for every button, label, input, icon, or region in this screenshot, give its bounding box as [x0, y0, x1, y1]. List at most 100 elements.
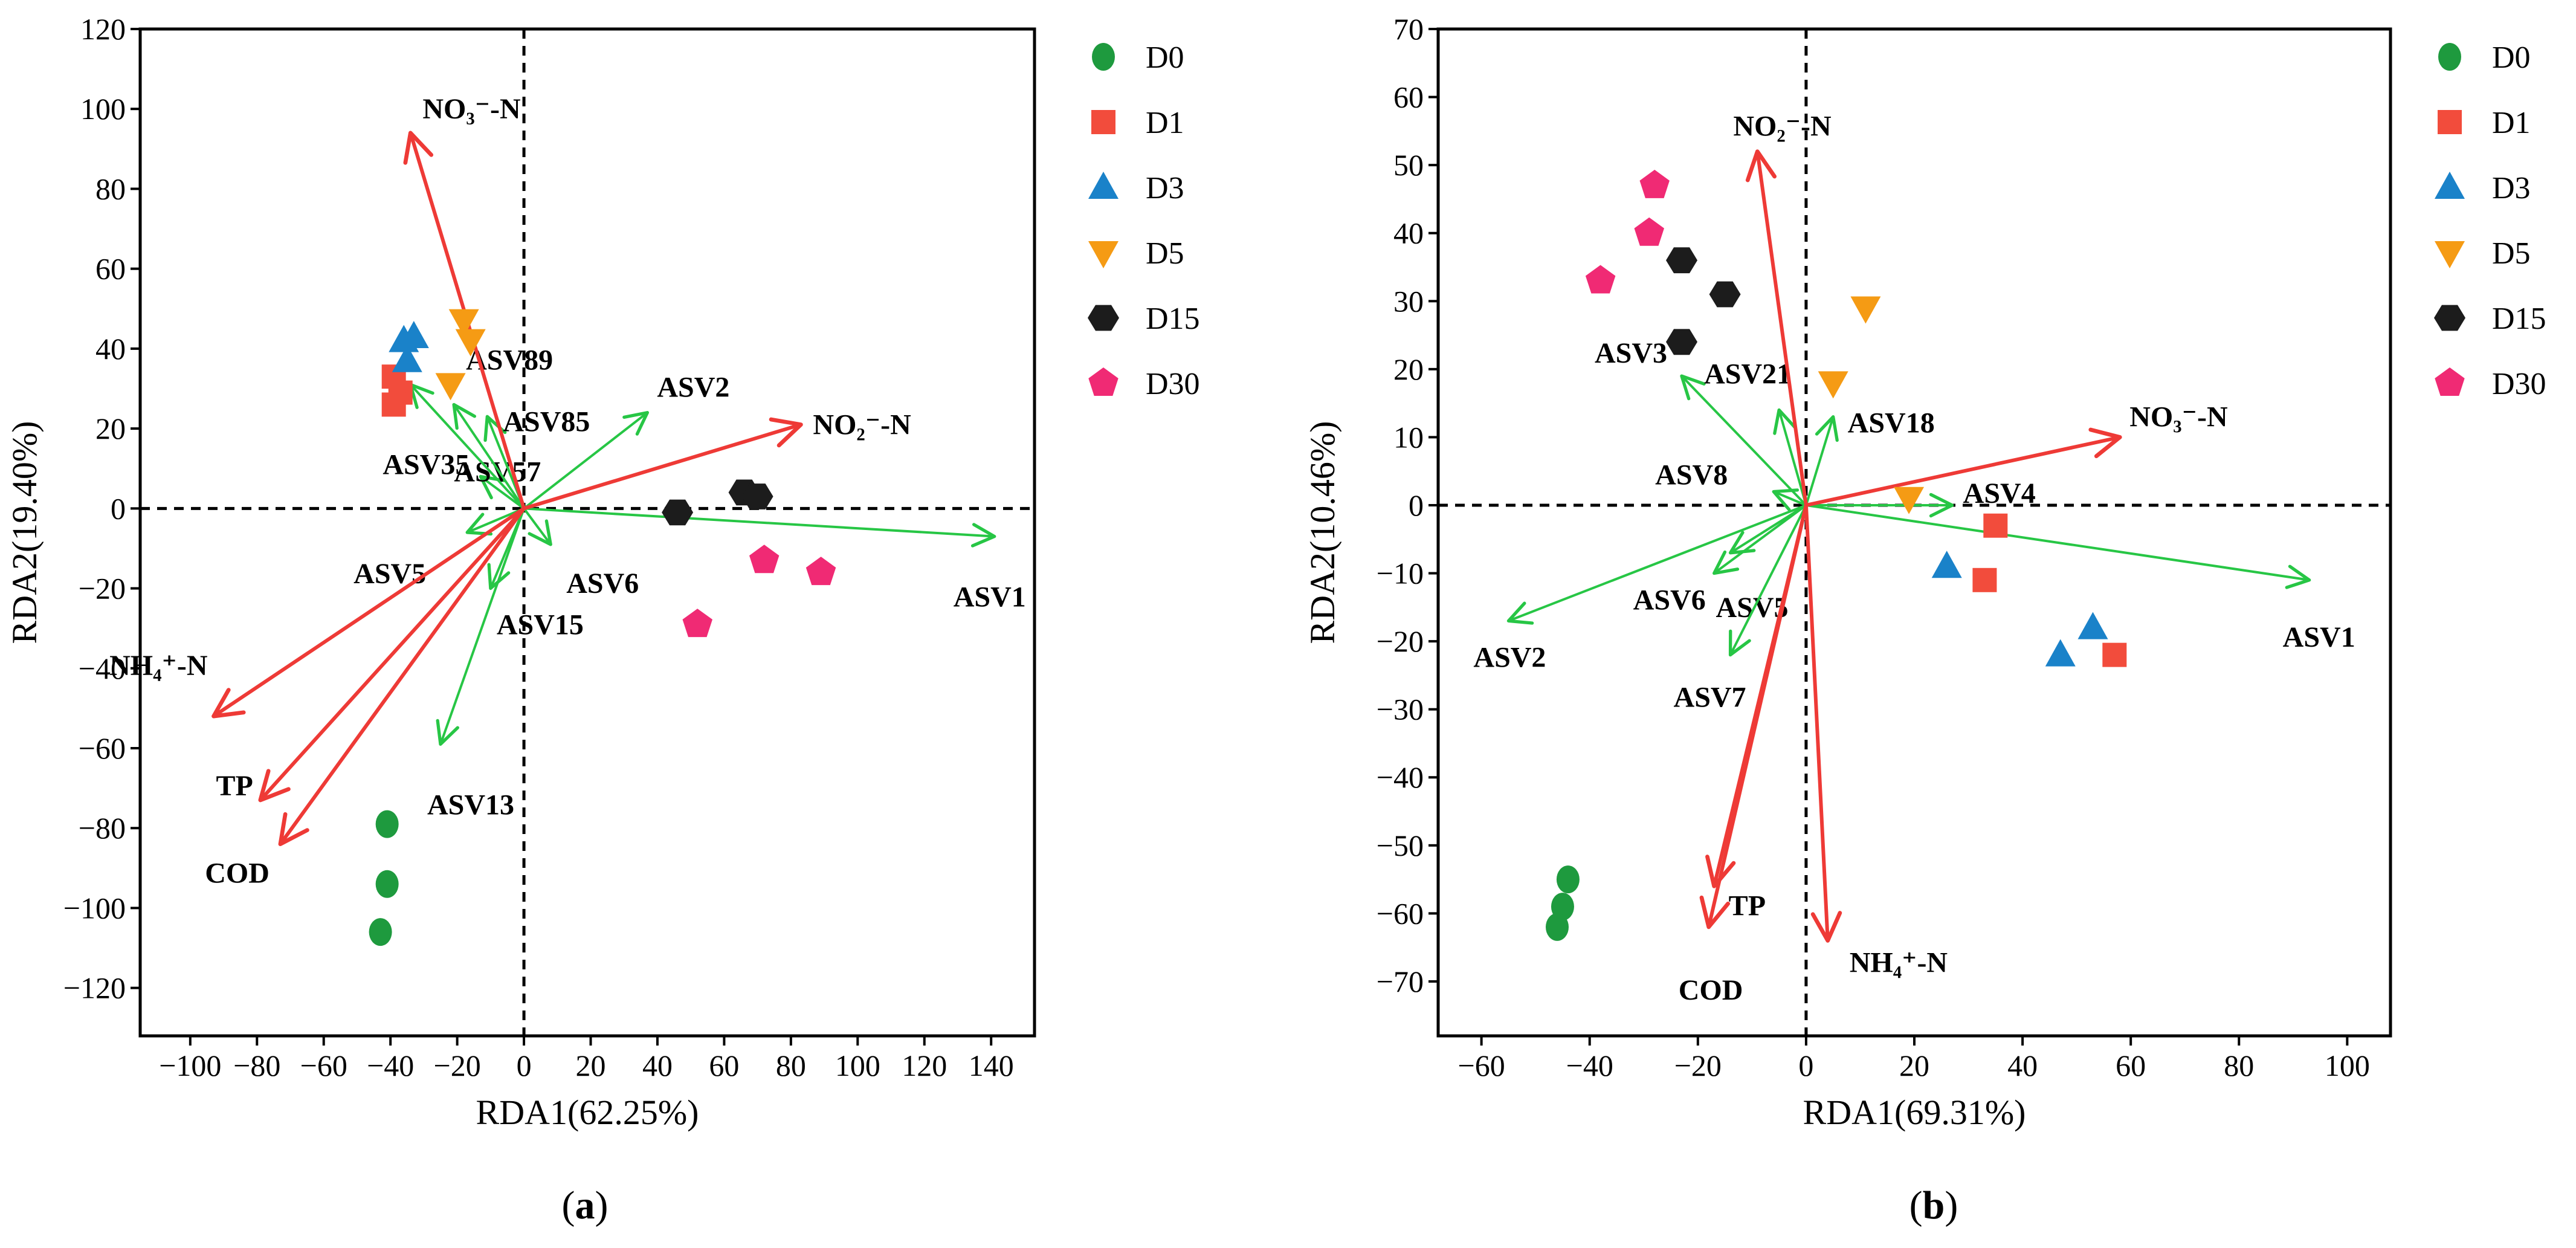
env-vector-2 — [211, 506, 525, 719]
species-vector-asv57 — [479, 474, 525, 509]
sample-point-d3 — [389, 325, 419, 352]
y-tick-label: −70 — [1377, 965, 1424, 998]
species-label-asv4: ASV4 — [1963, 477, 2036, 509]
y-tick-label: 20 — [95, 412, 126, 445]
species-vector-asv35 — [408, 383, 525, 509]
x-tick-label: −40 — [1566, 1049, 1613, 1082]
species-label-asv1: ASV1 — [954, 581, 1026, 613]
legend-marker-d30 — [2435, 367, 2465, 396]
species-vector-asv5 — [1728, 504, 1807, 555]
legend-marker-d3 — [1088, 172, 1119, 199]
species-label-asv8: ASV8 — [1655, 459, 1728, 491]
sample-point-d0 — [375, 870, 399, 898]
env-label-4: NH₄⁺-N — [1850, 946, 1948, 978]
sample-point-d15 — [1666, 329, 1697, 355]
x-tick-label: 140 — [969, 1049, 1014, 1082]
y-tick-label: 70 — [1393, 12, 1424, 46]
sample-point-d15 — [741, 483, 773, 509]
species-label-asv2: ASV2 — [657, 372, 729, 404]
env-label-0: NO₃⁻-N — [422, 93, 521, 125]
sample-point-d5 — [455, 329, 486, 357]
y-tick-label: 60 — [1393, 80, 1424, 114]
x-tick-label: 40 — [2007, 1049, 2038, 1082]
x-tick-label: 0 — [517, 1049, 532, 1082]
x-tick-label: −20 — [434, 1049, 481, 1082]
env-vector-4 — [278, 507, 526, 847]
env-label-3: TP — [216, 770, 253, 802]
sample-point-d15 — [1666, 247, 1697, 274]
x-tick-label: −80 — [233, 1049, 280, 1082]
legend-marker-d1 — [2438, 110, 2462, 134]
legend-marker-d5 — [1088, 241, 1119, 268]
panel-caption: (b) — [1909, 1183, 1958, 1227]
species-vector-asv6 — [1712, 504, 1807, 575]
y-tick-label: −20 — [1377, 624, 1424, 658]
env-label-2: NH₄⁺-N — [109, 650, 208, 682]
sample-point-d5 — [1894, 487, 1925, 514]
y-tick-label: −10 — [1377, 557, 1424, 590]
species-label-asv7: ASV7 — [1674, 682, 1746, 714]
x-axis-title: RDA1(62.25%) — [476, 1093, 699, 1132]
sample-point-d5 — [1818, 371, 1848, 399]
y-tick-label: 80 — [95, 172, 126, 205]
species-vector-asv13 — [436, 508, 525, 746]
sample-point-d0 — [1546, 913, 1569, 941]
species-label-asv57: ASV57 — [454, 456, 541, 488]
species-vector-asv1 — [523, 507, 996, 548]
legend-label-d1: D1 — [2492, 106, 2531, 140]
sample-point-d30 — [749, 545, 780, 574]
sample-point-d3 — [392, 344, 422, 372]
x-tick-label: 80 — [776, 1049, 806, 1082]
species-label-asv5: ASV5 — [1716, 592, 1789, 624]
legend-marker-d15 — [1088, 305, 1119, 331]
sample-point-d1 — [1983, 513, 2008, 538]
legend-marker-d30 — [1088, 367, 1119, 396]
sample-point-d5 — [435, 373, 466, 401]
legend-label-d3: D3 — [2492, 171, 2531, 205]
sample-point-d3 — [2077, 612, 2108, 639]
species-label-asv21: ASV21 — [1704, 358, 1791, 390]
x-tick-label: −100 — [159, 1049, 221, 1082]
env-label-2: TP — [1729, 890, 1766, 922]
species-label-asv85: ASV85 — [503, 406, 590, 438]
sample-point-d30 — [682, 609, 712, 638]
y-tick-label: −30 — [1377, 693, 1424, 726]
legend-marker-d1 — [1091, 110, 1115, 134]
y-tick-label: 10 — [1393, 420, 1424, 454]
y-tick-label: 40 — [1393, 216, 1424, 250]
env-vector-1 — [1806, 427, 2122, 507]
y-tick-label: −40 — [1377, 760, 1424, 794]
legend-label-d1: D1 — [1146, 106, 1184, 140]
species-label-asv15: ASV15 — [497, 609, 584, 641]
panel-caption: (a) — [562, 1183, 608, 1227]
legend-label-d3: D3 — [1146, 171, 1184, 205]
sample-point-d30 — [1634, 217, 1664, 246]
env-vector-4 — [1804, 505, 1842, 943]
env-label-1: NO₂⁻-N — [813, 409, 911, 441]
species-label-asv13: ASV13 — [427, 789, 514, 821]
env-label-1: NO₃⁻-N — [2129, 401, 2228, 433]
y-tick-label: −100 — [63, 891, 126, 925]
legend-label-d15: D15 — [2492, 302, 2546, 336]
x-tick-label: 60 — [709, 1049, 739, 1082]
sample-point-d3 — [2045, 639, 2076, 667]
species-vector-asv2 — [523, 411, 650, 509]
x-tick-label: −60 — [1458, 1049, 1505, 1082]
env-vector-0 — [1745, 149, 1808, 506]
env-label-0: NO₂⁻-N — [1733, 111, 1832, 143]
species-vector-asv6 — [523, 508, 552, 546]
species-vector-asv8 — [1772, 488, 1807, 511]
env-vector-3 — [258, 507, 526, 803]
legend-label-d5: D5 — [2492, 236, 2531, 271]
y-tick-label: −120 — [63, 971, 126, 1005]
sample-point-d5 — [1850, 296, 1881, 324]
x-tick-label: 40 — [642, 1049, 673, 1082]
y-tick-label: 0 — [1409, 488, 1424, 522]
x-tick-label: 100 — [2325, 1049, 2370, 1082]
legend-label-d15: D15 — [1146, 302, 1200, 336]
y-tick-label: −60 — [79, 731, 126, 765]
species-vector-asv89 — [452, 403, 525, 509]
y-tick-label: 60 — [95, 252, 126, 286]
legend-marker-d3 — [2435, 172, 2465, 199]
